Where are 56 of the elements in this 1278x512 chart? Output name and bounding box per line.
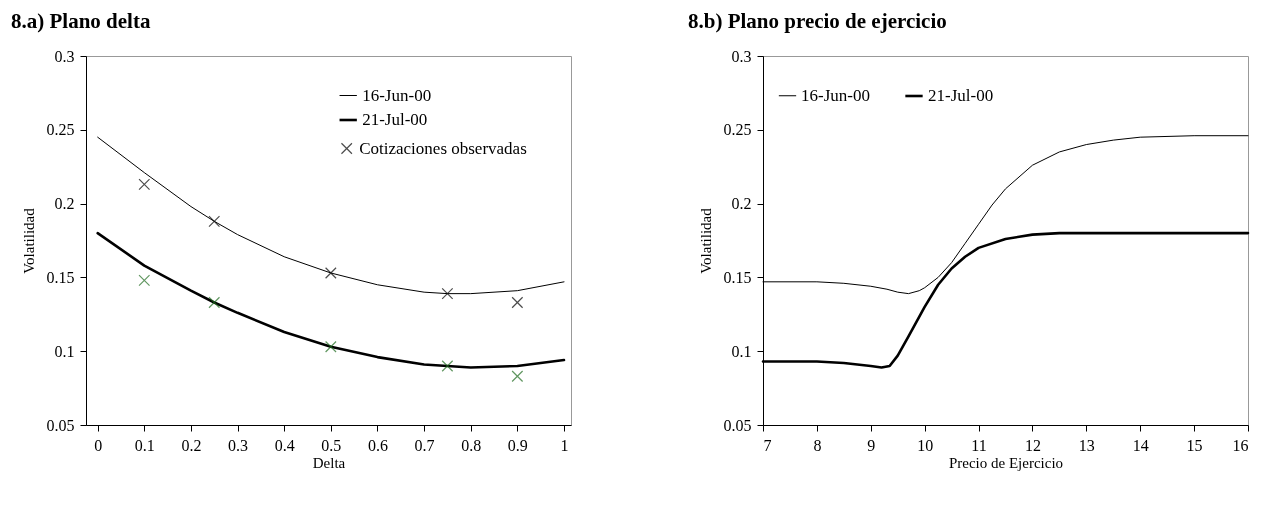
- point: [138, 274, 151, 287]
- x-tick-label: 16: [1232, 436, 1249, 454]
- y-tick-label: 0.15: [723, 268, 752, 286]
- y-tick-label: 0.25: [723, 121, 752, 139]
- point: [324, 267, 337, 279]
- y-tick-label: 0.05: [46, 416, 75, 434]
- point: [208, 215, 221, 228]
- chart-title: 8.a) Plano delta: [11, 9, 151, 33]
- x-tick-label: 1: [560, 436, 569, 454]
- x-tick-label: 15: [1186, 436, 1203, 454]
- point: [324, 340, 337, 353]
- y-tick-label: 0.25: [46, 121, 75, 139]
- x-tick-label: 11: [971, 436, 987, 454]
- y-tick-label: 0.15: [46, 268, 75, 286]
- x-tick-label: 14: [1132, 436, 1149, 454]
- x-tick-label: 13: [1078, 436, 1095, 454]
- point: [138, 178, 151, 191]
- y-axis-title: Volatilidad: [20, 207, 37, 274]
- y-tick-label: 0.2: [731, 195, 752, 213]
- legend-label: 16-Jun-00: [801, 85, 870, 105]
- x-tick-label: 9: [867, 436, 876, 454]
- x-tick-label: 8: [813, 436, 822, 454]
- x-tick-label: 0.2: [181, 436, 202, 454]
- x-axis-title: Precio de Ejercicio: [948, 454, 1064, 471]
- x-tick-label: 0.5: [321, 436, 342, 454]
- point: [511, 370, 524, 383]
- x-tick-label: 12: [1024, 436, 1041, 454]
- legend-label: 21-Jul-00: [928, 86, 994, 105]
- x-tick-label: 0: [94, 436, 103, 454]
- x-axis-title: Delta: [312, 454, 346, 471]
- x-tick-label: 0.1: [134, 436, 155, 454]
- point: [441, 287, 454, 300]
- point: [511, 296, 524, 309]
- y-tick-label: 0.3: [731, 47, 752, 65]
- x-tick-label: 0.3: [228, 436, 249, 454]
- legend-label: Cotizaciones observadas: [359, 138, 527, 158]
- x-tick-label: 7: [763, 436, 772, 454]
- y-tick-label: 0.3: [54, 47, 75, 65]
- x-tick-label: 0.6: [367, 436, 388, 454]
- y-tick-label: 0.1: [731, 342, 752, 360]
- x-tick-label: 0.4: [274, 436, 295, 454]
- y-tick-label: 0.1: [54, 342, 75, 360]
- line-series: [96, 231, 566, 369]
- x-tick-label: 0.9: [507, 436, 528, 454]
- line-series: [97, 136, 565, 295]
- x-tick-label: 0.8: [461, 436, 482, 454]
- point: [441, 360, 454, 372]
- y-tick-label: 0.05: [723, 416, 752, 434]
- x-tick-label: 10: [917, 436, 934, 454]
- chart-title: 8.b) Plano precio de ejercicio: [688, 9, 947, 33]
- legend-label: 21-Jul-00: [362, 110, 428, 129]
- x-tick-label: 0.7: [414, 436, 435, 454]
- y-tick-label: 0.2: [54, 195, 75, 213]
- point: [208, 296, 221, 309]
- legend-label: 16-Jun-00: [362, 85, 432, 105]
- y-axis-title: Volatilidad: [697, 207, 714, 274]
